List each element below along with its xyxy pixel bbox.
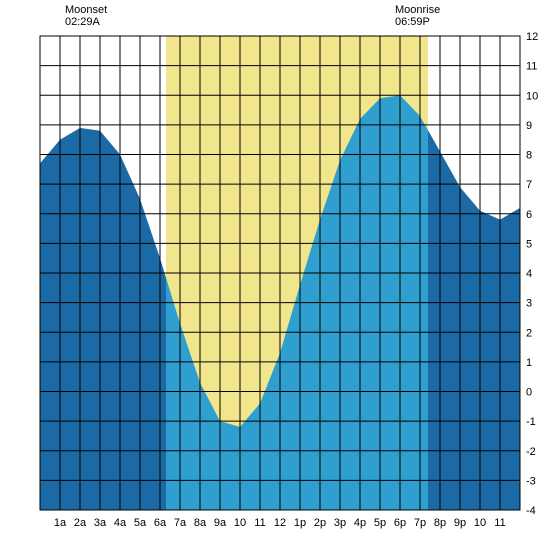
x-tick-label: 3p [334, 517, 346, 529]
y-tick-label: 7 [526, 179, 532, 191]
x-tick-label: 11 [494, 517, 505, 529]
x-tick-label: 9a [214, 517, 227, 529]
moonrise-time: 06:59P [395, 16, 440, 28]
y-tick-label: 2 [526, 327, 532, 339]
y-tick-label: -4 [526, 505, 536, 517]
x-tick-label: 5a [134, 517, 147, 529]
y-tick-label: 11 [526, 61, 537, 73]
x-tick-label: 6p [394, 517, 406, 529]
x-tick-label: 4a [114, 517, 127, 529]
moonrise-title: Moonrise [395, 4, 440, 16]
x-tick-label: 12 [274, 517, 286, 529]
x-tick-label: 9p [454, 517, 466, 529]
x-tick-label: 5p [374, 517, 386, 529]
x-tick-label: 6a [154, 517, 167, 529]
x-tick-label: 2p [314, 517, 326, 529]
y-tick-label: 3 [526, 298, 532, 310]
y-tick-label: 10 [526, 90, 538, 102]
x-tick-label: 1p [294, 517, 306, 529]
y-tick-label: -3 [526, 475, 536, 487]
y-tick-label: -2 [526, 446, 536, 458]
x-tick-label: 10 [234, 517, 246, 529]
x-tick-label: 8a [194, 517, 207, 529]
moonset-time: 02:29A [65, 16, 107, 28]
y-tick-label: 6 [526, 209, 532, 221]
x-tick-label: 1a [54, 517, 67, 529]
x-tick-label: 4p [354, 517, 366, 529]
moonrise-label-block: Moonrise 06:59P [395, 4, 440, 28]
x-tick-label: 7a [174, 517, 187, 529]
y-tick-label: 9 [526, 120, 532, 132]
y-tick-label: 4 [526, 268, 532, 280]
y-tick-label: 5 [526, 238, 532, 250]
chart-svg: -4-3-2-101234567891011121a2a3a4a5a6a7a8a… [0, 0, 550, 550]
x-tick-label: 8p [434, 517, 446, 529]
x-tick-label: 7p [414, 517, 426, 529]
moonset-title: Moonset [65, 4, 107, 16]
x-tick-label: 11 [254, 517, 265, 529]
x-tick-label: 10 [474, 517, 486, 529]
y-tick-label: 1 [526, 357, 532, 369]
x-tick-label: 2a [74, 517, 87, 529]
tide-chart: Moonset 02:29A Moonrise 06:59P -4 -3 -2 -1 0… [0, 0, 550, 550]
y-tick-label: 12 [526, 31, 538, 43]
moonset-label-block: Moonset 02:29A [65, 4, 107, 28]
y-tick-label: 0 [526, 387, 532, 399]
y-tick-label: -1 [526, 416, 536, 428]
x-tick-label: 3a [94, 517, 107, 529]
y-tick-label: 8 [526, 150, 532, 162]
